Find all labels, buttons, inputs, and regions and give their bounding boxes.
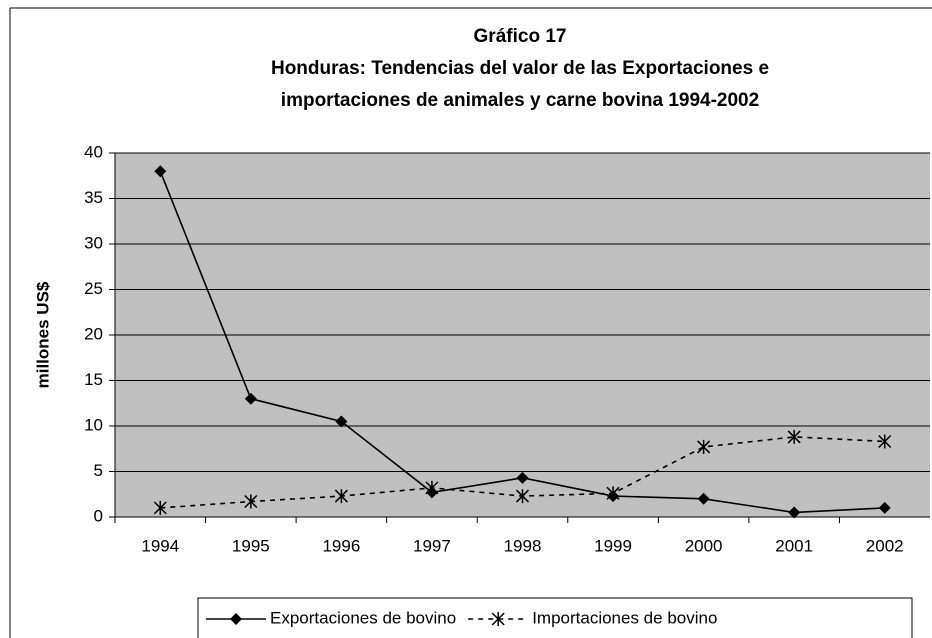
marker [335, 415, 348, 428]
legend-label: Importaciones de bovino [532, 608, 717, 627]
x-tick-label: 1994 [141, 536, 179, 555]
marker [788, 506, 801, 519]
marker [878, 501, 891, 514]
y-tick-label: 40 [84, 142, 103, 161]
x-tick-label: 2002 [866, 536, 904, 555]
x-tick-label: 1999 [594, 536, 632, 555]
y-tick-label: 15 [84, 370, 103, 389]
x-tick-label: 2001 [775, 536, 813, 555]
marker [697, 492, 710, 505]
marker [787, 429, 801, 444]
y-tick-label: 20 [84, 324, 103, 343]
marker [154, 165, 167, 178]
chart-title: Honduras: Tendencias del valor de las Ex… [271, 58, 769, 79]
marker [515, 489, 530, 504]
x-tick-label: 1998 [504, 536, 542, 555]
marker [606, 486, 620, 501]
y-tick-label: 0 [94, 506, 103, 525]
legend-label: Exportaciones de bovino [270, 608, 456, 627]
marker [516, 471, 529, 484]
legend-marker [491, 612, 505, 626]
y-tick-label: 5 [94, 461, 103, 480]
marker [334, 489, 348, 504]
chart-title: Gráfico 17 [474, 26, 567, 47]
y-tick-label: 10 [84, 415, 103, 434]
x-tick-label: 1996 [322, 536, 360, 555]
x-tick-label: 2000 [685, 536, 723, 555]
marker [153, 500, 167, 515]
marker [878, 434, 892, 449]
y-axis-label: millones US$ [33, 281, 52, 388]
marker [244, 392, 257, 405]
y-tick-label: 30 [84, 233, 103, 252]
x-tick-label: 1995 [232, 536, 270, 555]
y-tick-label: 25 [84, 279, 103, 298]
marker [697, 439, 711, 454]
legend [197, 597, 913, 638]
legend-marker [230, 613, 242, 625]
marker [425, 480, 439, 495]
marker [244, 494, 258, 509]
chart-title: importaciones de animales y carne bovina… [281, 90, 759, 111]
y-tick-label: 35 [84, 188, 103, 207]
x-tick-label: 1997 [413, 536, 451, 555]
